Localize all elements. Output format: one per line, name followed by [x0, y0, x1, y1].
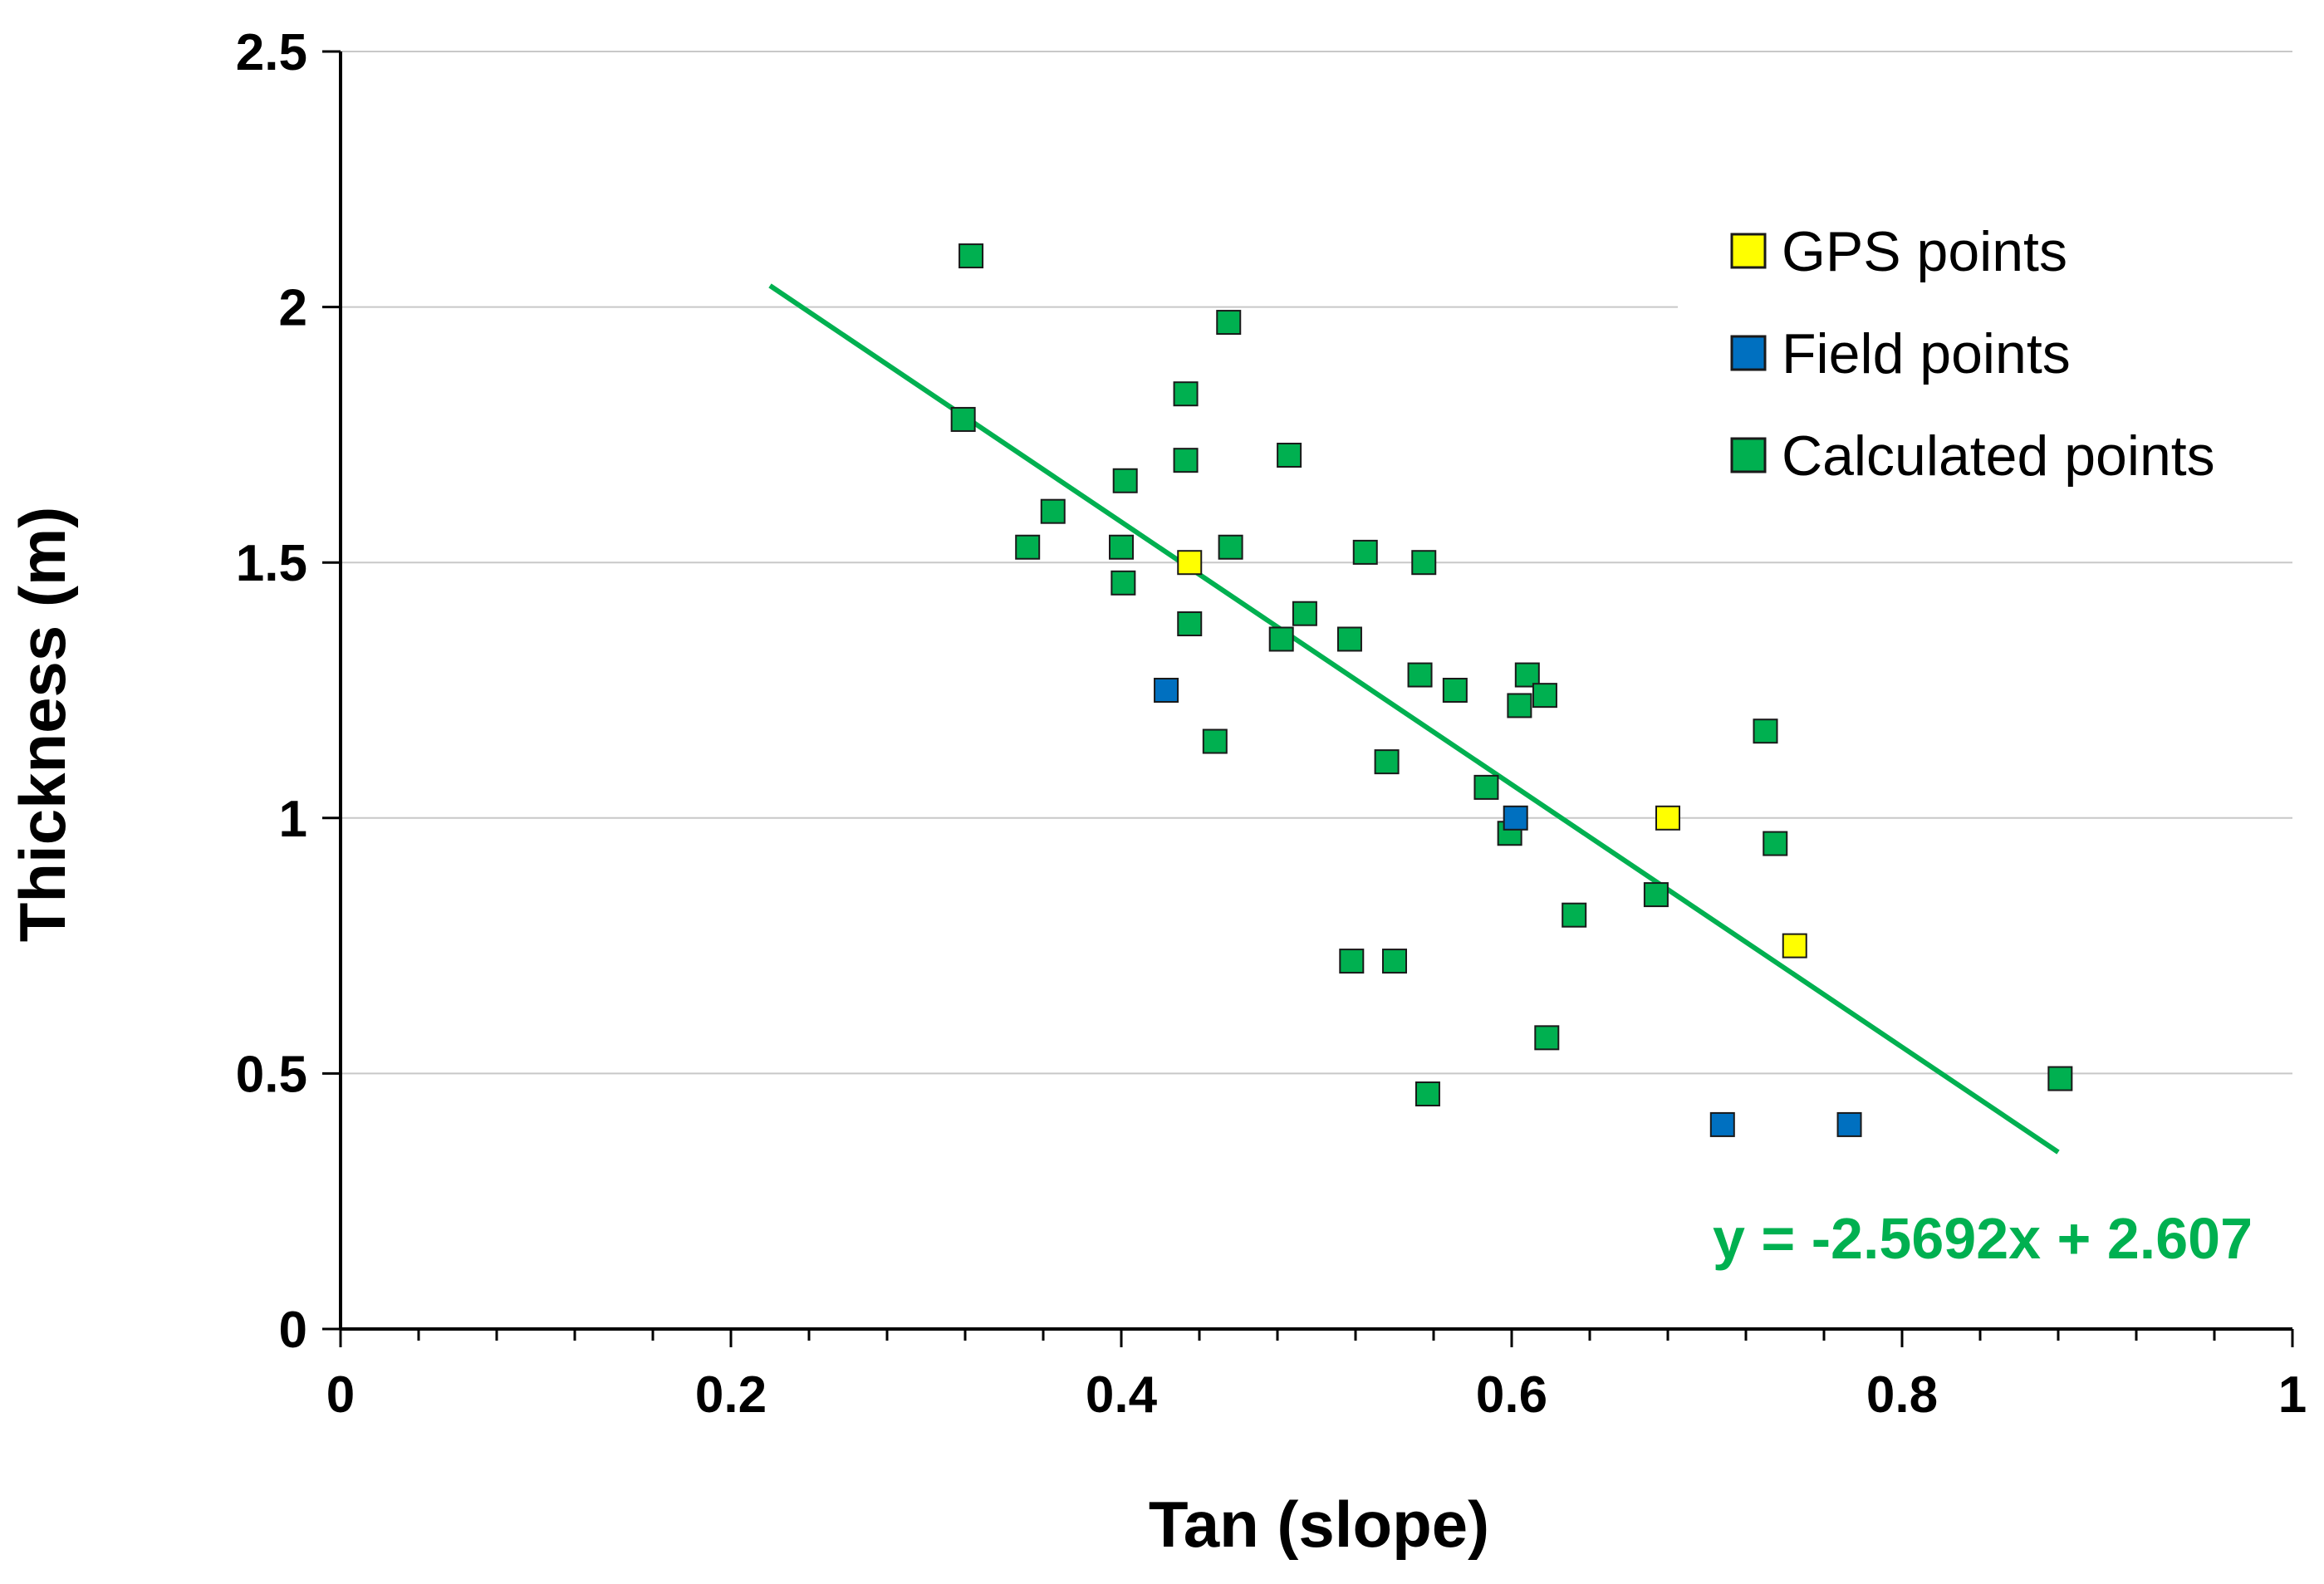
data-point-calculated-points [959, 243, 984, 269]
data-point-calculated-points [1173, 381, 1199, 407]
x-tick-label: 1 [2278, 1366, 2307, 1424]
x-tick-label: 0.2 [695, 1366, 767, 1424]
legend: GPS points Field points Calculated points [1730, 220, 2215, 488]
data-point-calculated-points [1216, 310, 1242, 336]
data-point-calculated-points [1562, 902, 1587, 928]
x-tick-label: 0 [326, 1366, 355, 1424]
data-point-calculated-points [1532, 683, 1557, 709]
data-point-calculated-points [1753, 718, 1778, 744]
x-axis-title: Tan (slope) [1149, 1488, 1489, 1561]
data-point-calculated-points [1112, 468, 1138, 493]
data-point-calculated-points [1202, 728, 1228, 754]
trendline-equation: y = -2.5692x + 2.607 [1713, 1206, 2253, 1271]
legend-label: Calculated points [1782, 424, 2215, 488]
data-point-calculated-points [1514, 662, 1540, 688]
data-point-calculated-points [1473, 774, 1499, 800]
trendline [768, 283, 2060, 1155]
y-tick-label: 0 [279, 1302, 307, 1359]
y-tick-label: 1 [279, 791, 307, 848]
data-point-calculated-points [1411, 550, 1437, 576]
data-point-calculated-points [1111, 570, 1136, 596]
data-point-calculated-points [1534, 1025, 1560, 1051]
legend-marker [1730, 233, 1767, 269]
data-point-calculated-points [1507, 693, 1532, 718]
data-point-field-points [1709, 1111, 1735, 1137]
data-point-calculated-points [1173, 448, 1199, 473]
x-tick-label: 0.6 [1476, 1366, 1547, 1424]
data-point-calculated-points [950, 406, 976, 432]
data-point-calculated-points [1415, 1081, 1440, 1107]
data-point-calculated-points [1040, 498, 1066, 524]
legend-label: Field points [1782, 322, 2071, 385]
axes [322, 50, 2294, 1347]
data-point-field-points [1836, 1111, 1862, 1137]
data-point-calculated-points [1292, 601, 1317, 626]
y-axis-title: Thickness (m) [6, 507, 79, 942]
x-tick-label: 0.8 [1866, 1366, 1938, 1424]
data-point-calculated-points [1218, 534, 1243, 560]
data-points [950, 243, 2073, 1137]
data-point-field-points [1503, 805, 1528, 831]
data-point-calculated-points [1339, 949, 1365, 974]
legend-label: GPS points [1782, 220, 2067, 283]
data-point-calculated-points [1277, 443, 1302, 468]
y-tick-labels: 0 0.5 1 1.5 2 2.5 [236, 24, 307, 1359]
data-point-field-points [1154, 678, 1179, 703]
data-point-calculated-points [1442, 678, 1468, 703]
data-point-calculated-points [1268, 626, 1294, 652]
data-point-calculated-points [1763, 831, 1788, 856]
data-point-calculated-points [1336, 626, 1362, 652]
data-point-calculated-points [1177, 611, 1203, 637]
y-tick-label: 1.5 [236, 535, 307, 592]
trendline-group [768, 283, 2060, 1155]
data-point-calculated-points [1374, 749, 1400, 775]
legend-marker [1730, 437, 1767, 473]
data-point-gps-points [1782, 933, 1807, 959]
gridlines [341, 51, 2292, 1075]
y-tick-label: 0.5 [236, 1046, 307, 1103]
x-tick-labels: 0 0.2 0.4 0.6 0.8 1 [326, 1366, 2307, 1424]
data-point-calculated-points [1382, 949, 1407, 974]
legend-marker [1730, 335, 1767, 371]
y-tick-label: 2.5 [236, 24, 307, 81]
data-point-calculated-points [1407, 662, 1433, 688]
data-point-calculated-points [1352, 539, 1378, 565]
data-point-calculated-points [1109, 534, 1134, 560]
data-point-calculated-points [1015, 534, 1041, 560]
x-tick-label: 0.4 [1086, 1366, 1158, 1424]
data-point-gps-points [1177, 550, 1203, 576]
y-tick-label: 2 [279, 280, 307, 337]
data-point-gps-points [1655, 805, 1680, 831]
data-point-calculated-points [1643, 882, 1669, 908]
data-point-calculated-points [2047, 1066, 2073, 1091]
